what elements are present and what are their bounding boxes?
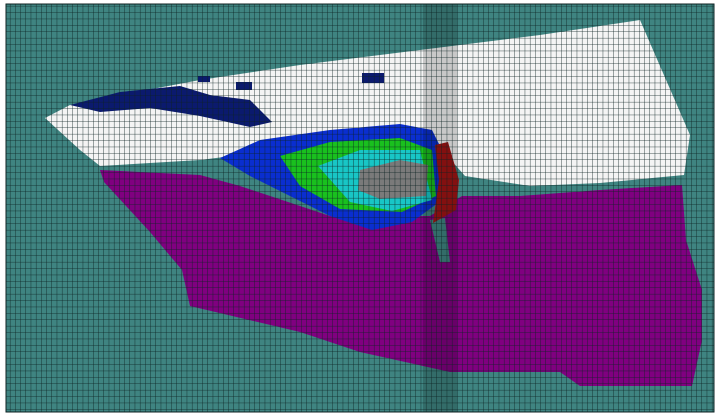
map-frame [5, 3, 715, 413]
grid-overlay [6, 4, 714, 412]
